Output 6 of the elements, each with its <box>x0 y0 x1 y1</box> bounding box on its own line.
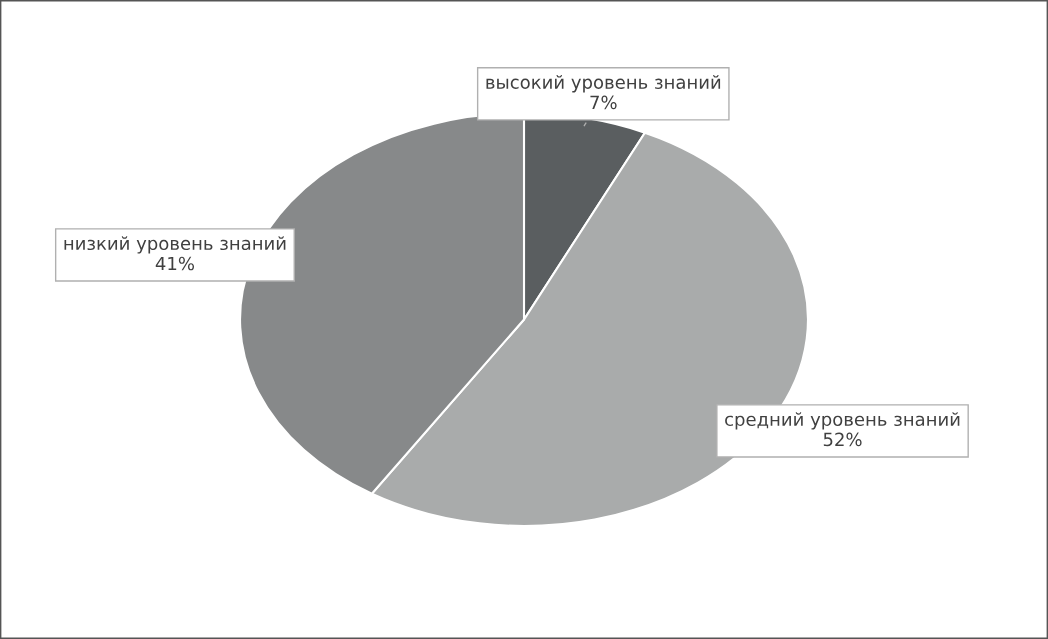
data-label: 52% <box>823 432 862 447</box>
slice-label: средний уровень знаний <box>725 412 960 430</box>
slice-label: высокий уровень знаний <box>486 75 721 93</box>
data-label: 7% <box>590 95 617 110</box>
data-label: 41% <box>155 256 195 271</box>
slice-label: низкий уровень знаний <box>64 236 286 254</box>
